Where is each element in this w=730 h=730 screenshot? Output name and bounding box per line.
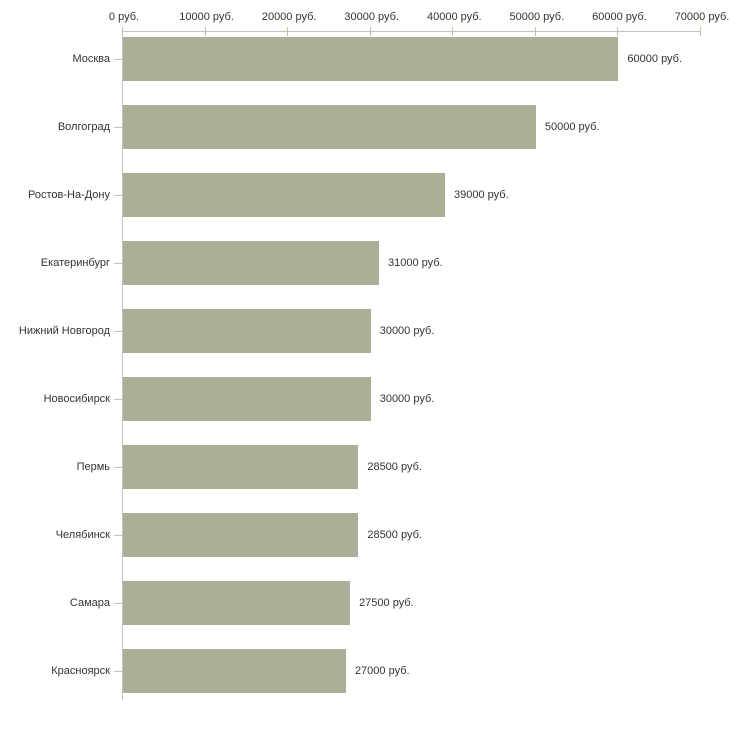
- category-label: Нижний Новгород: [18, 325, 110, 337]
- x-axis-tick-label: 30000 руб.: [344, 11, 400, 23]
- y-axis-tick: [114, 399, 122, 400]
- value-label: 60000 руб.: [627, 53, 683, 65]
- bar: [123, 309, 371, 353]
- y-axis-tick: [114, 535, 122, 536]
- category-label: Новосибирск: [43, 393, 110, 405]
- x-axis-tick: [452, 27, 454, 36]
- x-axis-tick: [369, 27, 371, 36]
- y-axis-tick: [114, 59, 122, 60]
- value-label: 31000 руб.: [387, 257, 443, 269]
- x-axis-tick: [204, 27, 206, 36]
- bar: [123, 513, 359, 557]
- y-axis-tick: [114, 195, 122, 196]
- y-axis-line: [122, 31, 123, 700]
- x-axis-tick-label: 0 руб.: [108, 11, 140, 23]
- y-axis-tick: [114, 127, 122, 128]
- x-axis-tick-label: 40000 руб.: [426, 11, 482, 23]
- x-axis-tick: [534, 27, 536, 36]
- category-label: Красноярск: [51, 665, 110, 677]
- category-label: Ростов-На-Дону: [27, 189, 110, 201]
- bar-row: Самара 27500 руб.: [0, 581, 730, 625]
- value-label: 27000 руб.: [354, 665, 410, 677]
- category-label: Москва: [72, 53, 110, 65]
- x-axis-tick: [122, 27, 123, 36]
- value-label: 39000 руб.: [454, 189, 509, 201]
- y-axis-tick: [114, 603, 122, 604]
- bar-row: Москва 60000 руб.: [0, 37, 730, 81]
- bar-row: Волгоград 50000 руб.: [0, 105, 730, 149]
- value-label: 28500 руб.: [367, 529, 422, 541]
- bar: [123, 173, 446, 217]
- x-axis-tick: [700, 27, 701, 36]
- x-axis-tick: [617, 27, 619, 36]
- bar-row: Ростов-На-Дону 39000 руб.: [0, 173, 730, 217]
- x-axis-tick-label: 60000 руб.: [592, 11, 647, 23]
- bar: [123, 37, 619, 81]
- y-axis-tick: [114, 263, 122, 264]
- bar-row: Екатеринбург 31000 руб.: [0, 241, 730, 285]
- bar-row: Нижний Новгород 30000 руб.: [0, 309, 730, 353]
- category-label: Екатеринбург: [40, 257, 110, 269]
- x-axis-tick: [287, 27, 289, 36]
- value-label: 30000 руб.: [379, 393, 435, 405]
- x-axis-tick-label: 20000 руб.: [261, 11, 317, 23]
- x-axis-line: [122, 31, 701, 32]
- bar-row: Новосибирск 30000 руб.: [0, 377, 730, 421]
- category-label: Челябинск: [55, 529, 110, 541]
- y-axis-tick: [114, 467, 122, 468]
- bar: [123, 581, 351, 625]
- bar: [123, 445, 359, 489]
- value-label: 50000 руб.: [544, 121, 600, 133]
- bar-row: Красноярск 27000 руб.: [0, 649, 730, 693]
- value-label: 30000 руб.: [379, 325, 435, 337]
- bar-row: Челябинск 28500 руб.: [0, 513, 730, 557]
- value-label: 27500 руб.: [359, 597, 414, 609]
- category-label: Пермь: [76, 461, 110, 473]
- y-axis-tick: [114, 331, 122, 332]
- bar: [123, 105, 536, 149]
- bar: [123, 649, 346, 693]
- x-axis-tick-label: 10000 руб.: [179, 11, 234, 23]
- y-axis-tick: [114, 671, 122, 672]
- category-label: Волгоград: [57, 121, 110, 133]
- bar-row: Пермь 28500 руб.: [0, 445, 730, 489]
- x-axis-tick-label: 50000 руб.: [509, 11, 565, 23]
- x-axis-tick-label: 70000 руб.: [674, 11, 730, 23]
- bar: [123, 241, 379, 285]
- value-label: 28500 руб.: [367, 461, 422, 473]
- category-label: Самара: [69, 597, 110, 609]
- bar: [123, 377, 371, 421]
